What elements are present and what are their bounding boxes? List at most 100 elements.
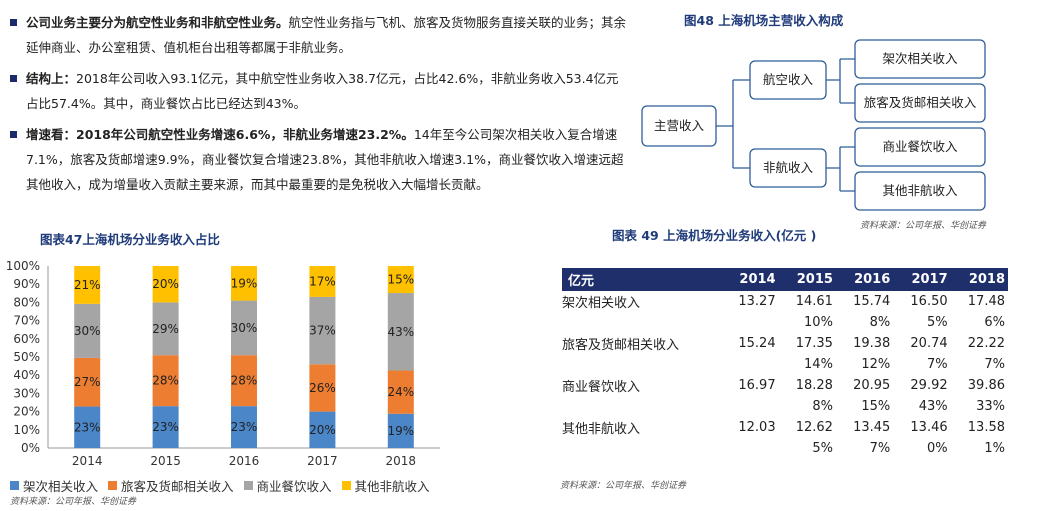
bar-value-label: 24%: [387, 385, 414, 399]
diagram-aero-label: 航空收入: [763, 72, 814, 87]
table-row: 旅客及货邮相关收入 15.24 17.35 19.38 20.74 22.22: [562, 333, 1008, 354]
x-tick-label: 2017: [307, 454, 338, 468]
bar-segment: [309, 296, 336, 365]
row-label: 旅客及货邮相关收入: [562, 338, 680, 353]
y-tick-label: 50%: [13, 350, 40, 364]
growth-cell: 7%: [869, 441, 891, 456]
growth-cell: 0%: [927, 441, 948, 456]
growth-cell: 5%: [812, 441, 833, 456]
empty-cell: [562, 354, 721, 375]
y-tick-label: 20%: [13, 405, 40, 419]
table-growth-row: 8% 15% 43% 33%: [562, 396, 1008, 417]
bar-value-label: 28%: [152, 374, 179, 388]
y-tick-label: 80%: [13, 295, 40, 309]
legend-swatch: [243, 481, 253, 490]
bar-value-label: 43%: [387, 325, 414, 339]
diagram-leaf-label: 其他非航收入: [882, 183, 958, 198]
growth-cell: 14%: [804, 357, 833, 372]
growth-cell: 6%: [984, 315, 1005, 330]
bar-segment: [309, 266, 336, 297]
bar-segment: [74, 357, 101, 407]
diagram-source-note: 资料来源：公司年报、华创证券: [860, 221, 987, 231]
bar-segment: [74, 406, 101, 448]
value-cell: 18.28: [795, 378, 833, 393]
bar-value-label: 21%: [74, 278, 101, 292]
diagram-leaf-label: 旅客及货邮相关收入: [864, 95, 977, 110]
y-tick-label: 100%: [6, 259, 40, 273]
growth-cell: 1%: [984, 441, 1005, 456]
value-cell: 13.58: [967, 420, 1005, 435]
bullet-bold: 增速看：2018年公司航空性业务增速6.6%，非航业务增速23.2%。: [26, 127, 414, 142]
bar-segment: [74, 266, 101, 304]
growth-cell: [721, 438, 778, 459]
y-tick-label: 60%: [13, 332, 40, 346]
growth-cell: 7%: [927, 357, 948, 372]
empty-cell: [562, 312, 721, 333]
growth-cell: [721, 312, 778, 333]
table-header-cell: 2017: [893, 268, 951, 291]
value-cell: 13.46: [910, 420, 948, 435]
legend-swatch: [10, 481, 19, 490]
x-tick-label: 2014: [72, 454, 103, 468]
bar-value-label: 37%: [309, 324, 336, 338]
bar-value-label: 30%: [74, 324, 101, 338]
legend-label: 架次相关收入: [23, 479, 99, 494]
table-row: 商业餐饮收入 16.97 18.28 20.95 29.92 39.86: [562, 375, 1008, 396]
revenue-share-chart: 0% 10% 20% 30% 40% 50% 60% 70% 80% 90% 100% 23% 27% 3…: [6, 259, 440, 468]
bullet-bold: 公司业务主要分为航空性业务和非航空性业务。: [26, 15, 289, 30]
bar-value-label: 20%: [152, 277, 179, 291]
empty-cell: [562, 396, 721, 417]
bar-segment: [74, 303, 101, 358]
legend-label: 商业餐饮收入: [256, 479, 332, 494]
legend-swatch: [108, 481, 118, 490]
value-cell: 16.50: [910, 294, 948, 309]
chart-source-note: 资料来源：公司年报、华创证券: [10, 497, 137, 507]
bar-value-label: 27%: [74, 375, 101, 389]
diagram-root-label: 主营收入: [654, 118, 705, 133]
growth-cell: 10%: [804, 315, 833, 330]
table-header-cell: 2015: [778, 268, 836, 291]
growth-cell: [721, 396, 778, 417]
diagram-connector: [826, 58, 855, 104]
table-header-cell: 2014: [721, 268, 779, 291]
value-cell: 15.24: [738, 336, 776, 351]
bar-value-label: 23%: [152, 420, 179, 434]
bar-value-label: 17%: [309, 274, 336, 288]
bar-value-label: 15%: [387, 273, 414, 287]
table-header-row: 亿元 2014 2015 2016 2017 2018: [562, 268, 1008, 291]
bar-segment: [387, 293, 414, 371]
table-header-cell: 2018: [950, 268, 1008, 291]
bullet-text: 2018年公司收入93.1亿元，其中航空性业务收入38.7亿元，占比42.6%，…: [26, 71, 619, 111]
bar-segment: [152, 302, 179, 356]
bar-value-label: 30%: [231, 321, 258, 335]
value-cell: 14.61: [795, 294, 833, 309]
x-tick-label: 2016: [229, 454, 260, 468]
table-header-cell: 2016: [835, 268, 894, 291]
value-cell: 16.97: [738, 378, 776, 393]
fig48-title: 图48 上海机场主营收入构成: [684, 13, 844, 28]
row-label: 商业餐饮收入: [562, 380, 641, 395]
row-label: 其他非航收入: [562, 422, 641, 437]
bar-value-label: 26%: [309, 381, 336, 395]
growth-cell: [721, 354, 778, 375]
bar-segment: [152, 406, 179, 448]
table-source-note: 资料来源：公司年报、华创证券: [560, 481, 687, 491]
growth-cell: 8%: [812, 399, 833, 414]
value-cell: 13.27: [738, 294, 776, 309]
value-cell: 17.35: [795, 336, 833, 351]
bar-segment: [387, 370, 414, 414]
bullet-text: 航空性业务指与飞机、旅客及货物服务直接关联的业务；其余延伸商业、办公室租赁、值机…: [26, 15, 627, 55]
y-tick-label: 40%: [13, 368, 40, 382]
value-cell: 22.22: [967, 336, 1005, 351]
empty-cell: [562, 438, 721, 459]
diagram-leaf-label: 架次相关收入: [882, 51, 958, 66]
bullet-list: 公司业务主要分为航空性业务和非航空性业务。航空性业务指与飞机、旅客及货物服务直接…: [8, 10, 628, 203]
y-tick-label: 70%: [13, 314, 40, 328]
table-growth-row: 14% 12% 7% 7%: [562, 354, 1008, 375]
bullet-square-icon: [10, 75, 17, 82]
bar-segment: [152, 266, 179, 303]
table-growth-row: 10% 8% 5% 6%: [562, 312, 1008, 333]
growth-cell: 5%: [927, 315, 948, 330]
growth-cell: 12%: [861, 357, 891, 372]
row-label: 架次相关收入: [562, 296, 641, 311]
